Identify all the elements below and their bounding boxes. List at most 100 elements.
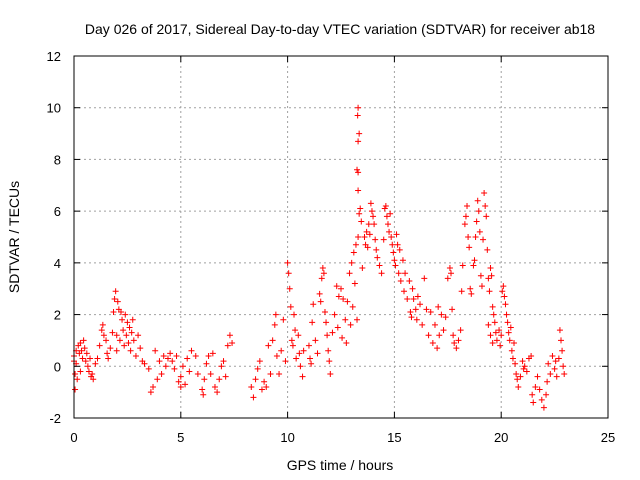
data-point (511, 340, 518, 347)
y-tick-label: 4 (54, 256, 61, 271)
data-point (540, 404, 547, 411)
data-point (342, 316, 349, 323)
data-point (182, 381, 189, 388)
data-point (171, 365, 178, 372)
data-point (96, 342, 103, 349)
data-point (127, 347, 134, 354)
data-point (85, 368, 92, 375)
data-point (211, 383, 218, 390)
data-point (265, 342, 272, 349)
data-point (487, 265, 494, 272)
data-point (352, 241, 359, 248)
data-point (287, 303, 294, 310)
data-point (556, 327, 563, 334)
data-point (321, 308, 328, 315)
data-point (295, 332, 302, 339)
data-point (109, 329, 116, 336)
data-point (363, 228, 370, 235)
data-point (104, 350, 111, 357)
data-point (216, 376, 223, 383)
data-point (538, 396, 545, 403)
data-point (507, 324, 514, 331)
data-point (184, 355, 191, 362)
x-tick-label: 0 (70, 430, 77, 445)
data-point (384, 221, 391, 228)
data-point (365, 221, 372, 228)
data-point (406, 277, 413, 284)
data-point (293, 355, 300, 362)
data-point (391, 257, 398, 264)
data-point (487, 332, 494, 339)
data-point (256, 358, 263, 365)
data-point (387, 210, 394, 217)
data-point (453, 345, 460, 352)
x-tick-label: 20 (494, 430, 508, 445)
data-point (90, 376, 97, 383)
data-point (325, 347, 332, 354)
data-point (271, 321, 278, 328)
data-point (309, 319, 316, 326)
data-point (502, 301, 509, 308)
data-point (103, 337, 110, 344)
data-point (410, 296, 417, 303)
data-point (74, 376, 81, 383)
data-point (317, 298, 324, 305)
y-tick-label: 12 (47, 49, 61, 64)
data-point (273, 352, 280, 359)
data-point (366, 231, 373, 238)
data-point (431, 321, 438, 328)
data-point (470, 262, 477, 269)
data-point (192, 352, 199, 359)
data-point (457, 327, 464, 334)
plot-frame (73, 55, 609, 419)
data-point (169, 358, 176, 365)
data-point (218, 363, 225, 370)
data-point (528, 352, 535, 359)
data-point (177, 373, 184, 380)
data-point (160, 352, 167, 359)
data-point (523, 368, 530, 375)
data-point (408, 314, 415, 321)
data-point (438, 311, 445, 318)
data-point (355, 234, 362, 240)
data-point (355, 187, 362, 194)
data-point (205, 352, 212, 359)
data-point (226, 332, 233, 339)
data-point (560, 363, 567, 370)
data-point (374, 254, 381, 261)
data-point (84, 363, 91, 370)
data-point (464, 202, 471, 209)
data-point (473, 218, 480, 225)
data-point (105, 355, 112, 362)
data-point (359, 265, 366, 272)
data-point (334, 324, 341, 331)
data-point (521, 363, 528, 370)
data-point (485, 275, 492, 282)
data-point (307, 355, 314, 362)
data-point (378, 270, 385, 277)
data-point (267, 371, 274, 378)
data-point (194, 371, 201, 378)
data-point (397, 277, 404, 284)
data-point (414, 293, 421, 300)
data-point (269, 337, 276, 344)
x-tick-label: 10 (280, 430, 294, 445)
data-point (343, 340, 350, 347)
data-point (392, 262, 399, 269)
data-point (141, 360, 148, 367)
data-point (517, 373, 524, 380)
data-point (331, 311, 338, 318)
data-point (371, 221, 378, 228)
data-point (493, 337, 500, 344)
data-point (429, 340, 436, 347)
data-point (344, 298, 351, 305)
data-point (389, 241, 396, 248)
data-point (152, 347, 159, 354)
data-point (482, 202, 489, 209)
data-point (272, 311, 279, 318)
data-point (372, 236, 379, 243)
data-point (499, 288, 506, 295)
data-point (122, 311, 129, 318)
data-point (501, 293, 508, 300)
data-point (393, 231, 400, 238)
